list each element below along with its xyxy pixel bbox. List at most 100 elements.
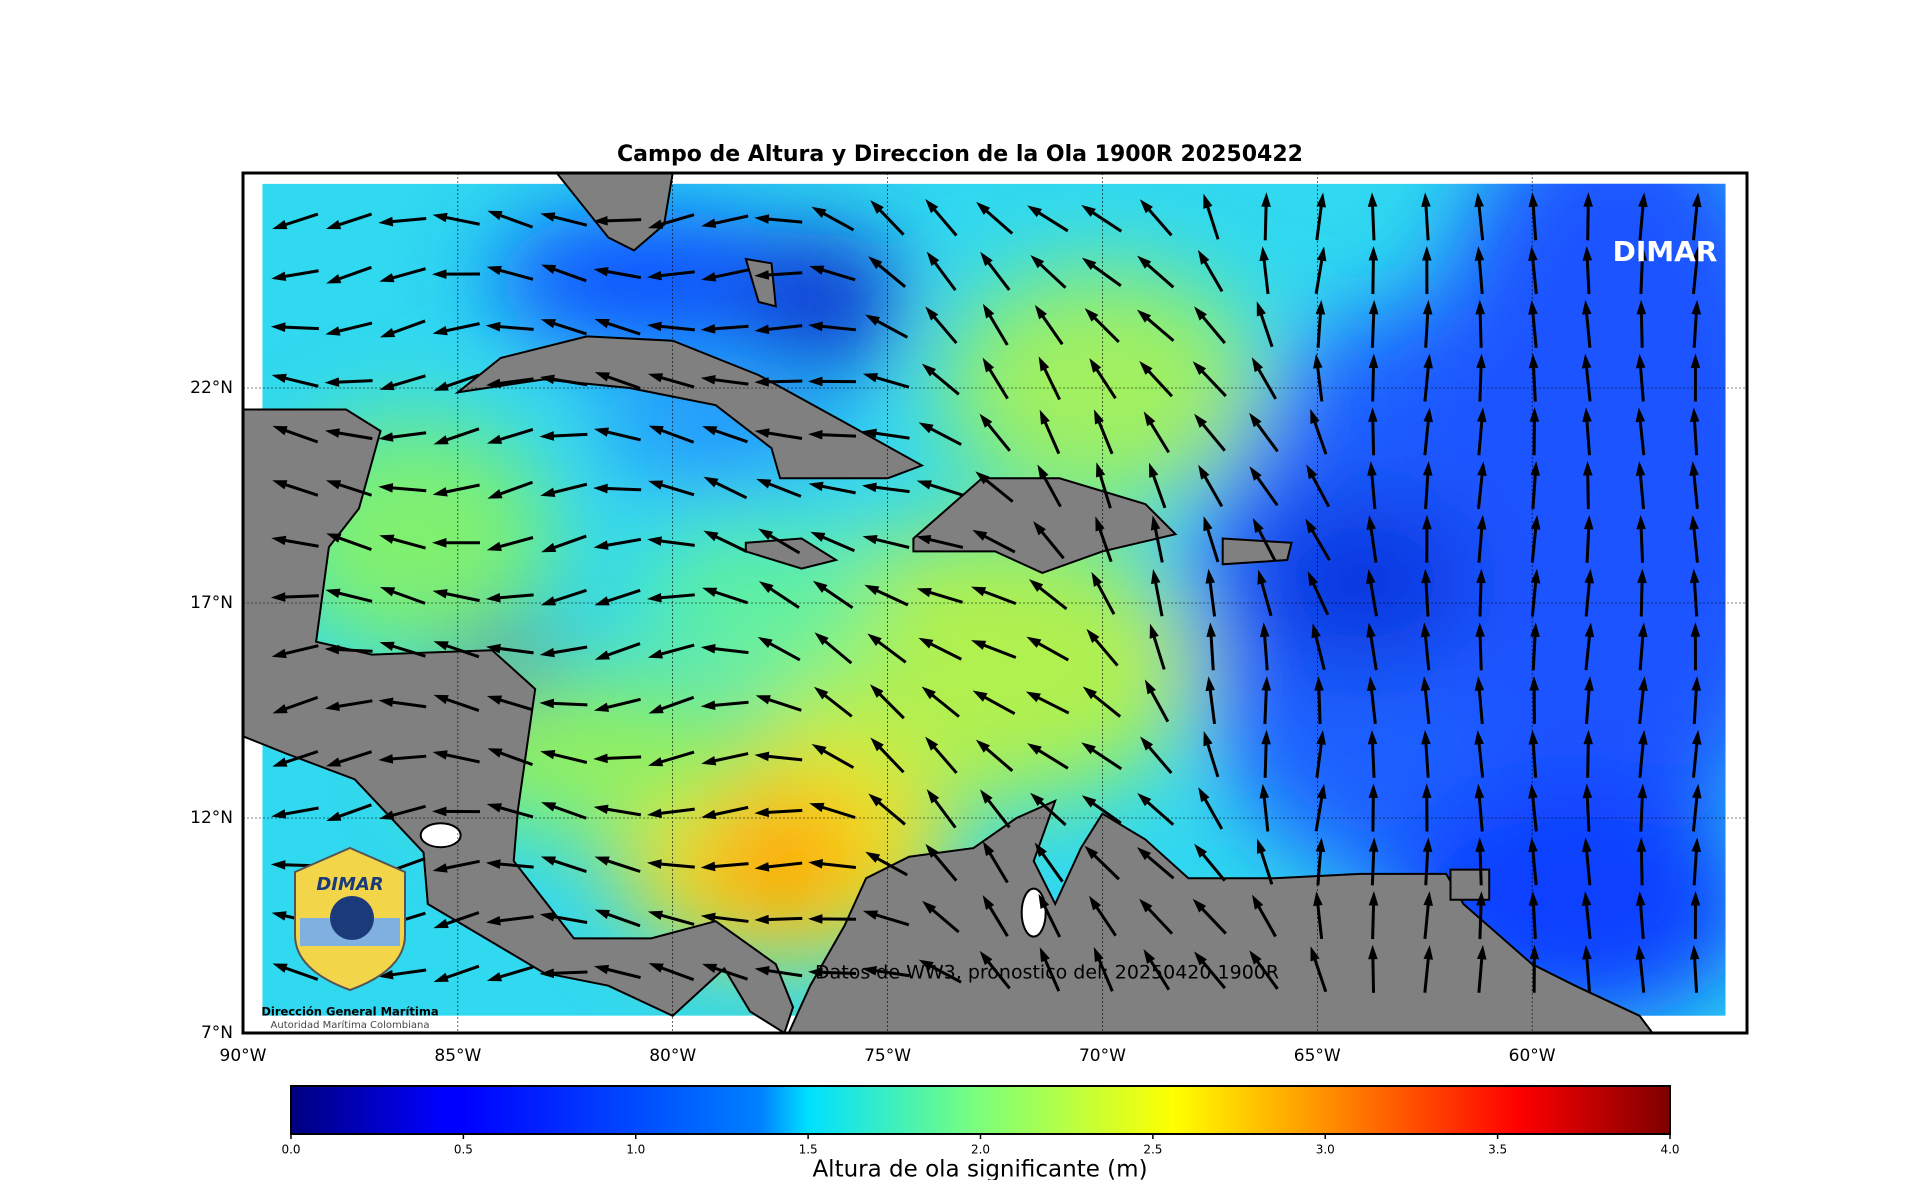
arrow-head	[1148, 462, 1159, 478]
arrow	[326, 803, 372, 822]
arrow-shaft	[279, 964, 319, 981]
arrow	[1423, 944, 1434, 993]
arrow-shaft	[333, 534, 372, 551]
arrow	[432, 483, 480, 497]
arrow-shaft	[1198, 418, 1226, 452]
map-title: Campo de Altura y Direccion de la Ola 19…	[617, 142, 1303, 167]
arrow	[700, 324, 749, 334]
arrow	[1086, 628, 1119, 667]
arrow-shaft	[930, 794, 957, 829]
arrow	[1256, 301, 1274, 348]
arrow	[1582, 407, 1592, 456]
arrow-shaft	[1035, 796, 1067, 827]
arrow-shaft	[1207, 576, 1217, 617]
arrow-shaft	[279, 695, 319, 713]
logo-emblem	[330, 896, 374, 940]
arrow-head	[433, 694, 449, 705]
arrow	[594, 856, 641, 873]
arrow-head	[865, 314, 881, 326]
arrow	[648, 425, 695, 444]
arrow-head	[433, 918, 449, 929]
arrow-head	[1581, 891, 1592, 907]
arrow-shaft	[1089, 850, 1120, 881]
arrow	[1476, 407, 1487, 456]
arrow-shaft	[1037, 526, 1065, 560]
arrow	[918, 637, 962, 661]
arrow	[433, 694, 480, 713]
arrow	[1030, 792, 1067, 827]
arrow-head	[539, 911, 555, 922]
arrow-head	[1140, 736, 1154, 751]
arrow-shaft	[386, 804, 426, 819]
colorbar-tick-label: 2.5	[1143, 1143, 1162, 1157]
arrow	[647, 213, 695, 229]
arrow	[1139, 361, 1173, 398]
arrow	[918, 422, 962, 446]
arrow	[379, 534, 426, 550]
arrow-head	[432, 538, 447, 548]
arrow-head	[1366, 515, 1376, 531]
arrow-head	[1203, 193, 1213, 209]
arrow	[1690, 891, 1701, 940]
arrow	[1314, 676, 1324, 725]
arrow-shaft	[762, 216, 803, 224]
arrow-head	[648, 480, 664, 490]
arrow	[1136, 847, 1175, 880]
arrow	[540, 319, 587, 336]
arrow	[1261, 676, 1272, 725]
arrow	[1249, 950, 1279, 990]
arrow	[1192, 361, 1227, 398]
arrow-head	[1422, 246, 1432, 261]
arrow	[1689, 568, 1700, 617]
arrow-shaft	[493, 861, 534, 869]
arrow-head	[702, 963, 718, 974]
arrow	[486, 536, 534, 552]
arrow-head	[1528, 246, 1538, 262]
arrow-head	[1689, 407, 1700, 423]
arrow-shaft	[654, 861, 695, 869]
arrow	[864, 584, 909, 607]
arrow-shaft	[1143, 903, 1174, 935]
arrow-head	[916, 588, 932, 598]
arrow	[1026, 636, 1070, 662]
arrow-shaft	[1087, 261, 1122, 287]
arrow-head	[432, 589, 448, 599]
arrow-shaft	[494, 965, 534, 980]
arrow-head	[979, 413, 993, 428]
arrow-head	[921, 686, 936, 700]
arrow-head	[812, 580, 828, 593]
arrow-shaft	[924, 424, 962, 446]
arrow-shaft	[1095, 953, 1114, 992]
arrow	[982, 841, 1009, 884]
arrow-head	[1137, 793, 1152, 807]
arrow-head	[1259, 246, 1269, 262]
arrow-head	[1366, 568, 1376, 584]
arrow-head	[1637, 783, 1648, 799]
colorbar-tick-label: 2.0	[971, 1143, 990, 1157]
arrow-head	[1689, 944, 1700, 960]
x-tick-label: 90°W	[220, 1046, 267, 1066]
arrow	[539, 645, 588, 658]
arrow-shaft	[869, 536, 910, 549]
arrow-shaft	[1315, 361, 1324, 402]
arrow-shaft	[655, 912, 695, 926]
arrow-shaft	[1530, 576, 1538, 617]
arrow	[647, 536, 695, 547]
arrow-shaft	[1038, 310, 1064, 346]
arrow	[485, 377, 534, 389]
arrow	[325, 480, 373, 497]
arrow-shaft	[925, 962, 962, 984]
arrow-shaft	[386, 216, 427, 224]
arrow	[1421, 729, 1431, 778]
arrow-head	[700, 912, 716, 923]
land-trinidad	[1449, 868, 1491, 901]
arrow-head	[1027, 205, 1042, 218]
arrow-shaft	[871, 317, 909, 339]
arrow-head	[1033, 521, 1046, 536]
arrow-head	[1474, 729, 1484, 745]
arrow-head	[379, 380, 395, 391]
arrow-head	[1529, 944, 1540, 960]
arrow	[1028, 579, 1068, 611]
arrow	[1637, 783, 1648, 832]
arrow-shaft	[869, 968, 910, 978]
